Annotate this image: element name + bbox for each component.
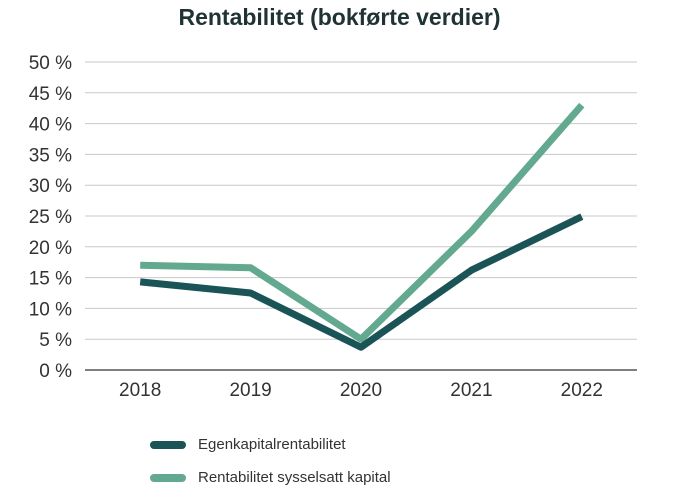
gridlines <box>85 61 637 371</box>
y-tick-label: 30 % <box>29 176 72 197</box>
chart-title: Rentabilitet (bokførte verdier) <box>178 4 501 30</box>
x-axis-ticks: 2018 2019 2020 2021 2022 <box>119 380 603 401</box>
legend-swatch-sysselsatt <box>150 473 186 482</box>
y-tick-label: 20 % <box>29 238 72 259</box>
y-tick-label: 35 % <box>29 145 72 166</box>
y-tick-label: 0 % <box>39 361 72 382</box>
legend-label-sysselsatt: Rentabilitet sysselsatt kapital <box>198 469 391 486</box>
x-tick-label: 2019 <box>229 380 271 401</box>
y-tick-label: 25 % <box>29 207 72 228</box>
x-tick-label: 2020 <box>340 380 382 401</box>
y-tick-label: 10 % <box>29 299 72 320</box>
y-tick-label: 5 % <box>39 330 72 351</box>
series-lines <box>139 102 585 351</box>
y-tick-label: 50 % <box>29 53 72 74</box>
legend-swatch-egenkapital <box>150 440 186 449</box>
legend-item-egenkapital: Egenkapitalrentabilitet <box>150 428 391 461</box>
legend-label-egenkapital: Egenkapitalrentabilitet <box>198 436 346 453</box>
legend: Egenkapitalrentabilitet Rentabilitet sys… <box>150 428 391 494</box>
series-line-rentabilitet-sysselsatt-kapital <box>140 102 585 343</box>
y-tick-label: 45 % <box>29 84 72 105</box>
series-line-egenkapitalrentabilitet <box>139 213 584 351</box>
y-tick-label: 40 % <box>29 115 72 136</box>
x-tick-label: 2022 <box>561 380 603 401</box>
x-tick-label: 2018 <box>119 380 161 401</box>
x-tick-label: 2021 <box>450 380 492 401</box>
legend-item-sysselsatt: Rentabilitet sysselsatt kapital <box>150 461 391 494</box>
y-axis-ticks: 0 % 5 % 10 % 15 % 20 % 25 % 30 % 35 % 40 % 45 % 50… <box>29 53 72 382</box>
y-tick-label: 15 % <box>29 269 72 290</box>
